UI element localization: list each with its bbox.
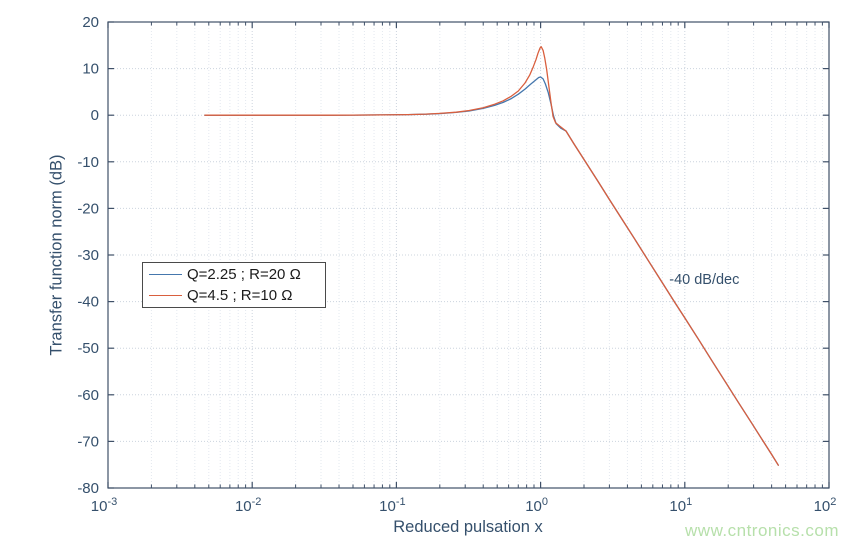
x-tick-label: 10-3 <box>91 496 117 515</box>
legend-label: Q=4.5 ; R=10 Ω <box>187 287 293 305</box>
legend-label: Q=2.25 ; R=20 Ω <box>187 265 301 283</box>
slope-annotation: -40 dB/dec <box>669 271 740 288</box>
x-tick-label: 101 <box>669 496 692 515</box>
x-tick-label: 10-1 <box>379 496 405 515</box>
legend: Q=2.25 ; R=20 Ω Q=4.5 ; R=10 Ω <box>142 262 326 308</box>
x-tick-label: 102 <box>814 496 837 515</box>
y-tick-label: -20 <box>77 200 99 217</box>
y-tick-label: 10 <box>82 61 99 78</box>
curve-series-1 <box>204 46 779 466</box>
y-tick-label: -10 <box>77 154 99 171</box>
x-axis-label: Reduced pulsation x <box>393 518 543 536</box>
y-tick-label: 20 <box>82 14 99 31</box>
legend-line-swatch <box>149 273 182 275</box>
legend-line-swatch <box>149 295 182 297</box>
y-tick-label: -60 <box>77 387 99 404</box>
y-tick-label: -40 <box>77 294 99 311</box>
y-tick-label: -80 <box>77 480 99 497</box>
watermark: www.cntronics.com <box>685 521 839 540</box>
legend-item: Q=2.25 ; R=20 Ω <box>143 264 325 284</box>
x-tick-label: 100 <box>525 496 548 515</box>
legend-item: Q=4.5 ; R=10 Ω <box>143 286 325 306</box>
y-tick-label: -50 <box>77 340 99 357</box>
x-tick-label: 10-2 <box>235 496 261 515</box>
y-tick-label: -30 <box>77 247 99 264</box>
y-axis-label: Transfer function norm (dB) <box>47 154 66 356</box>
y-tick-label: 0 <box>91 107 99 124</box>
y-tick-label: -70 <box>77 433 99 450</box>
